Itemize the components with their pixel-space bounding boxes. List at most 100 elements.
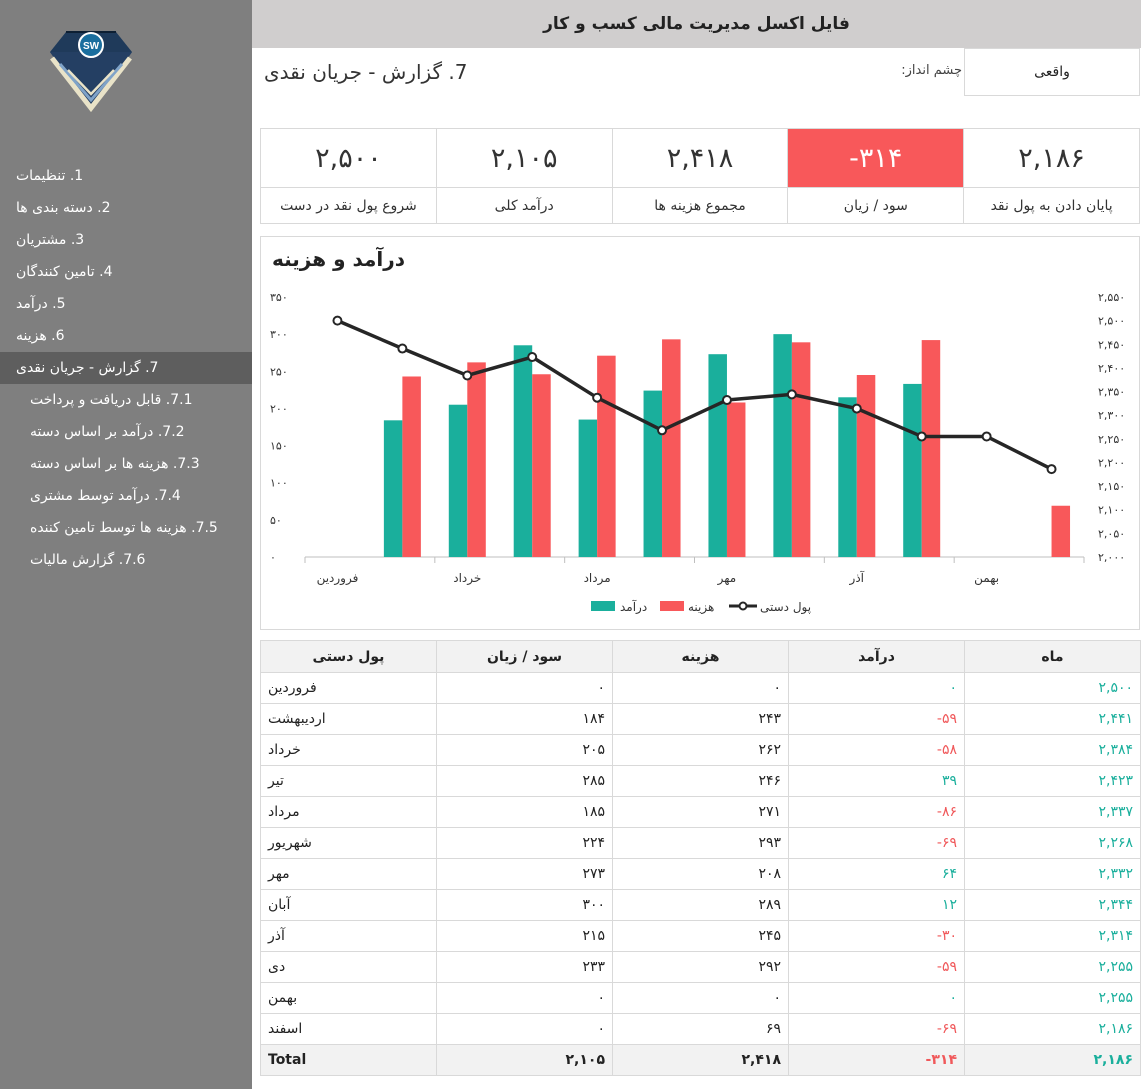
cash-cell: ۲,۳۴۴ — [964, 889, 1141, 921]
table-row: فروردین ۰ ۰ ۰ ۲,۵۰۰ — [260, 672, 1141, 704]
month-cell: بهمن — [260, 982, 437, 1014]
table-row: بهمن ۰ ۰ ۰ ۲,۲۵۵ — [260, 982, 1141, 1014]
expense-cell: ۲۷۱ — [612, 796, 789, 828]
income-cell: ۱۸۴ — [436, 703, 613, 735]
expense-cell: ۲۹۲ — [612, 951, 789, 983]
table-header-row: پول دستی سود / زیان هزینه درآمد ماه — [260, 640, 1141, 673]
cashflow-table: پول دستی سود / زیان هزینه درآمد ماه فروردین ۰… — [260, 640, 1141, 1076]
kpi-card: ۲,۵۰۰ شروع پول نقد در دست — [261, 129, 436, 223]
sidebar-item-label: 7.3. هزینه ها بر اساس دسته — [30, 456, 200, 472]
sidebar-item-label: 7.4. درآمد توسط مشتری — [30, 488, 181, 504]
total-label: Total — [260, 1044, 437, 1076]
cash-cell: ۲,۳۱۴ — [964, 920, 1141, 952]
profit-cell: -۶۹ — [788, 1013, 965, 1045]
sidebar-item-label: 3. مشتریان — [16, 232, 85, 248]
column-header[interactable]: سود / زیان — [436, 640, 613, 673]
scenario-select[interactable]: واقعی — [964, 48, 1140, 96]
profit-cell: ۶۴ — [788, 858, 965, 890]
scenario-label: چشم انداز: — [901, 63, 962, 78]
sidebar-item[interactable]: 7.2. درآمد بر اساس دسته — [0, 416, 252, 448]
profit-cell: ۰ — [788, 672, 965, 704]
sidebar-item[interactable]: 7.5. هزینه ها توسط تامین کننده — [0, 512, 252, 544]
sidebar-item-label: 6. هزینه — [16, 328, 65, 344]
profit-cell: ۰ — [788, 982, 965, 1014]
sidebar-item-label: 1. تنظیمات — [16, 168, 84, 184]
cash-cell: ۲,۳۳۲ — [964, 858, 1141, 890]
profit-cell: -۶۹ — [788, 827, 965, 859]
kpi-value: ۲,۵۰۰ — [315, 142, 382, 174]
cash-cell: ۲,۴۲۳ — [964, 765, 1141, 797]
column-header[interactable]: پول دستی — [260, 640, 437, 673]
sidebar-item[interactable]: 7.6. گزارش مالیات — [0, 544, 252, 576]
income-cell: ۰ — [436, 1013, 613, 1045]
cash-cell: ۲,۳۳۷ — [964, 796, 1141, 828]
month-cell: مرداد — [260, 796, 437, 828]
sidebar-item[interactable]: 7.3. هزینه ها بر اساس دسته — [0, 448, 252, 480]
profit-cell: ۳۹ — [788, 765, 965, 797]
total-row: Total ۲,۱۰۵ ۲,۴۱۸ -۳۱۴ ۲,۱۸۶ — [260, 1044, 1141, 1076]
month-cell: خرداد — [260, 734, 437, 766]
sidebar-item[interactable]: 6. هزینه — [0, 320, 252, 352]
month-cell: دی — [260, 951, 437, 983]
table-row: خرداد ۲۰۵ ۲۶۲ -۵۸ ۲,۳۸۴ — [260, 734, 1141, 766]
table-row: دی ۲۳۳ ۲۹۲ -۵۹ ۲,۲۵۵ — [260, 951, 1141, 983]
sidebar-item[interactable]: 7.4. درآمد توسط مشتری — [0, 480, 252, 512]
table-row: تیر ۲۸۵ ۲۴۶ ۳۹ ۲,۴۲۳ — [260, 765, 1141, 797]
sidebar-item[interactable]: 5. درآمد — [0, 288, 252, 320]
kpi-value: -۳۱۴ — [788, 129, 964, 187]
month-cell: تیر — [260, 765, 437, 797]
table-row: اسفند ۰ ۶۹ -۶۹ ۲,۱۸۶ — [260, 1013, 1141, 1045]
table-row: مرداد ۱۸۵ ۲۷۱ -۸۶ ۲,۳۳۷ — [260, 796, 1141, 828]
month-cell: مهر — [260, 858, 437, 890]
kpi-value: ۲,۱۸۶ — [1018, 142, 1085, 174]
profit-cell: -۳۰ — [788, 920, 965, 952]
app-title: فایل اکسل مدیریت مالی کسب و کار — [543, 14, 850, 34]
income-cell: ۱۸۵ — [436, 796, 613, 828]
sidebar-item[interactable]: 7. گزارش - جریان نقدی — [0, 352, 252, 384]
column-header[interactable]: هزینه — [612, 640, 789, 673]
month-cell: اسفند — [260, 1013, 437, 1045]
sidebar-item-label: 5. درآمد — [16, 296, 66, 312]
sidebar-item[interactable]: 2. دسته بندی ها — [0, 192, 252, 224]
kpi-value: ۲,۱۰۵ — [490, 142, 558, 174]
table-row: مهر ۲۷۳ ۲۰۸ ۶۴ ۲,۳۳۲ — [260, 858, 1141, 890]
kpi-label: مجموع هزینه ها — [612, 187, 788, 224]
sidebar-item[interactable]: 1. تنظیمات — [0, 160, 252, 192]
column-header[interactable]: ماه — [964, 640, 1141, 673]
sidebar-item-label: 7.6. گزارش مالیات — [30, 552, 146, 568]
column-header[interactable]: درآمد — [788, 640, 965, 673]
kpi-strip: ۲,۱۸۶ پایان دادن به پول نقد -۳۱۴ سود / زیان… — [260, 128, 1140, 224]
income-cell: ۲۸۵ — [436, 765, 613, 797]
expense-cell: ۲۰۸ — [612, 858, 789, 890]
cash-cell: ۲,۴۴۱ — [964, 703, 1141, 735]
expense-cell: ۰ — [612, 672, 789, 704]
profit-cell: -۸۶ — [788, 796, 965, 828]
kpi-label: سود / زیان — [788, 187, 964, 224]
page-title: 7. گزارش - جریان نقدی — [264, 60, 468, 84]
income-cell: ۰ — [436, 982, 613, 1014]
expense-cell: ۲۶۲ — [612, 734, 789, 766]
sidebar-item[interactable]: 4. تامین کنندگان — [0, 256, 252, 288]
expense-cell: ۲۴۶ — [612, 765, 789, 797]
profit-cell: -۵۹ — [788, 951, 965, 983]
month-cell: آبان — [260, 889, 437, 921]
kpi-card: ۲,۱۸۶ پایان دادن به پول نقد — [963, 129, 1139, 223]
kpi-label: پایان دادن به پول نقد — [964, 187, 1139, 224]
total-income: ۲,۱۰۵ — [436, 1044, 613, 1076]
sidebar-item[interactable]: 3. مشتریان — [0, 224, 252, 256]
income-cell: ۲۰۵ — [436, 734, 613, 766]
app-header: فایل اکسل مدیریت مالی کسب و کار — [252, 0, 1141, 48]
kpi-card: ۲,۴۱۸ مجموع هزینه ها — [611, 129, 788, 224]
total-profit: -۳۱۴ — [788, 1044, 965, 1076]
month-cell: آذر — [260, 920, 437, 952]
kpi-label: شروع پول نقد در دست — [261, 187, 436, 224]
expense-cell: ۲۴۳ — [612, 703, 789, 735]
total-cash: ۲,۱۸۶ — [964, 1044, 1141, 1076]
table-row: شهریور ۲۲۴ ۲۹۳ -۶۹ ۲,۲۶۸ — [260, 827, 1141, 859]
expense-cell: ۲۸۹ — [612, 889, 789, 921]
profit-cell: -۵۹ — [788, 703, 965, 735]
sidebar-item[interactable]: 7.1. قابل دریافت و پرداخت — [0, 384, 252, 416]
income-cell: ۲۳۳ — [436, 951, 613, 983]
income-cell: ۲۲۴ — [436, 827, 613, 859]
table-row: آذر ۲۱۵ ۲۴۵ -۳۰ ۲,۳۱۴ — [260, 920, 1141, 952]
